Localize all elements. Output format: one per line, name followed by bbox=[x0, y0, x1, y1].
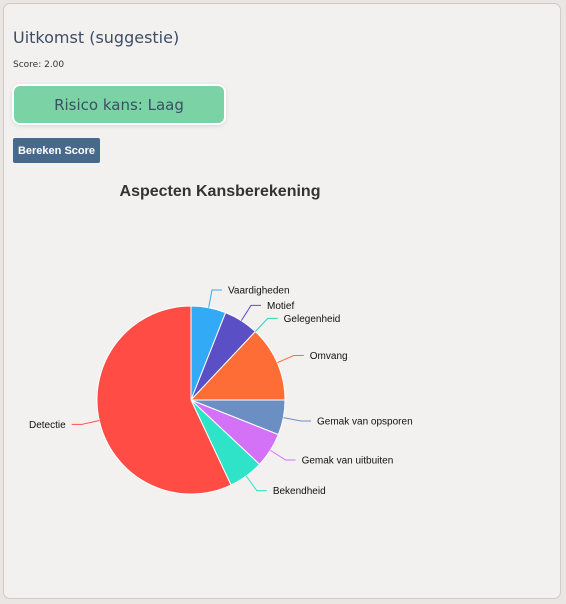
leader-line-vaardigheden bbox=[208, 289, 222, 308]
chart-title: Aspecten Kansberekening bbox=[120, 183, 321, 200]
leader-line-gemak-van-opsporen bbox=[283, 417, 312, 422]
leader-line-bekendheid bbox=[245, 475, 267, 492]
score-text: Score: 2.00 bbox=[13, 60, 65, 70]
slice-label-vaardigheden: Vaardigheden bbox=[228, 285, 290, 296]
result-card: Uitkomst (suggestie) Score: 2.00 Risico … bbox=[3, 3, 561, 599]
slice-label-motief: Motief bbox=[267, 301, 294, 312]
leader-line-gemak-van-uitbuiten bbox=[270, 449, 296, 461]
pie-slice-detectie[interactable] bbox=[96, 305, 232, 495]
leader-line-detectie bbox=[71, 420, 100, 425]
calculate-score-button[interactable]: Bereken Score bbox=[13, 138, 100, 163]
slice-label-gemak-van-opsporen: Gemak van opsporen bbox=[317, 416, 413, 427]
slice-label-gelegenheid: Gelegenheid bbox=[284, 314, 341, 325]
leader-line-gelegenheid bbox=[254, 317, 278, 332]
chart-container: Aspecten Kansberekening Vaardigheden Moti… bbox=[0, 160, 566, 544]
slice-label-omvang: Omvang bbox=[310, 351, 348, 362]
slice-label-detectie: Detectie bbox=[29, 420, 66, 431]
outcome-title: Uitkomst (suggestie) bbox=[13, 28, 180, 47]
pie-chart: Aspecten Kansberekening Vaardigheden Moti… bbox=[29, 183, 413, 497]
pie-slice-omvang[interactable] bbox=[189, 330, 286, 401]
leader-line-motief bbox=[240, 304, 262, 321]
risk-badge: Risico kans: Laag bbox=[14, 86, 224, 123]
slice-label-gemak-van-uitbuiten: Gemak van uitbuiten bbox=[302, 456, 394, 467]
leader-line-omvang bbox=[277, 355, 304, 364]
slice-label-bekendheid: Bekendheid bbox=[273, 486, 326, 497]
